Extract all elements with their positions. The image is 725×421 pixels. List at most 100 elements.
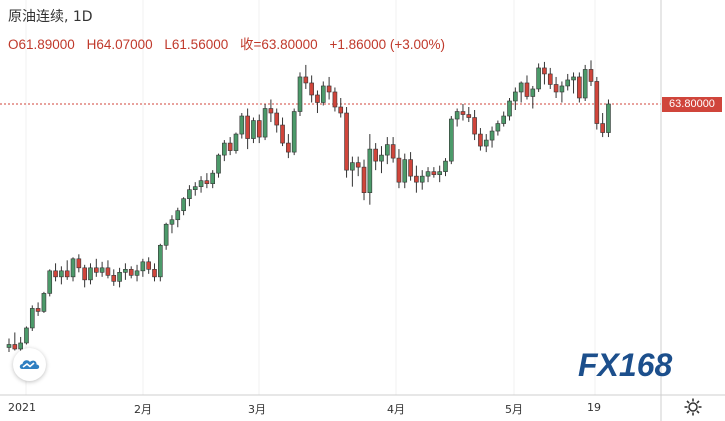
- candle: [222, 140, 227, 162]
- candle: [198, 176, 204, 193]
- candle-body-down: [152, 269, 157, 278]
- candle-body-down: [600, 123, 605, 133]
- candle-body-down: [577, 76, 582, 99]
- candle: [146, 257, 151, 274]
- candle: [35, 302, 41, 316]
- candle: [443, 158, 448, 177]
- candle-body-up: [41, 293, 47, 312]
- candle: [547, 67, 553, 89]
- candle-body-up: [565, 79, 571, 87]
- candle-body-down: [390, 144, 396, 159]
- candle-body-up: [47, 270, 53, 294]
- candle-body-up: [425, 171, 431, 177]
- candle-body-up: [489, 130, 495, 141]
- candle-body-up: [134, 270, 140, 276]
- candle-body-up: [367, 148, 373, 193]
- symbol-title[interactable]: 原油连续, 1D: [8, 9, 93, 25]
- candle-body-up: [443, 160, 448, 172]
- candle-body-up: [123, 269, 128, 273]
- candle: [338, 97, 344, 118]
- candle-body-up: [536, 67, 541, 90]
- candle: [577, 72, 582, 103]
- gear-icon[interactable]: [683, 397, 703, 417]
- high-value: H64.07000: [86, 37, 153, 52]
- candle-body-up: [495, 123, 501, 132]
- candle: [187, 185, 192, 207]
- candle: [501, 111, 507, 127]
- candle: [571, 72, 576, 94]
- candle: [408, 152, 413, 181]
- candle: [542, 61, 547, 85]
- candle: [262, 104, 268, 141]
- candle: [111, 269, 117, 286]
- candle-body-up: [24, 327, 29, 344]
- grid-lines: [25, 0, 596, 395]
- candle: [169, 215, 175, 234]
- candle: [530, 85, 536, 109]
- candle: [181, 197, 186, 216]
- candle-body-up: [518, 82, 524, 93]
- candle-body-up: [163, 223, 169, 246]
- candle: [483, 134, 489, 153]
- candle-body-up: [175, 210, 181, 221]
- candle-body-down: [53, 270, 58, 278]
- candle: [88, 263, 93, 285]
- candle: [536, 63, 541, 92]
- candle: [425, 167, 431, 183]
- candle: [163, 222, 169, 250]
- candle-body-down: [472, 117, 477, 135]
- candle: [280, 117, 285, 147]
- low-value: L61.56000: [164, 37, 229, 52]
- candle-body-up: [384, 144, 390, 156]
- candle-body-down: [408, 159, 413, 177]
- cloud-button[interactable]: [13, 348, 46, 381]
- candle-body-up: [158, 244, 163, 278]
- candle: [99, 261, 105, 277]
- candle: [6, 338, 12, 352]
- candle-body-down: [431, 171, 437, 175]
- candles: [6, 60, 611, 354]
- candle-body-up: [350, 162, 355, 171]
- candle: [105, 260, 111, 279]
- candle-body-down: [204, 180, 210, 184]
- close-value: 收=63.80000: [240, 37, 318, 52]
- candle-body-up: [483, 139, 489, 147]
- candle-body-down: [373, 148, 378, 162]
- candle-body-down: [35, 308, 41, 312]
- candle-body-down: [553, 84, 559, 93]
- candle-body-up: [262, 108, 268, 138]
- candle-body-up: [210, 172, 215, 184]
- candle: [559, 81, 565, 103]
- candle-body-down: [245, 115, 250, 139]
- x-tick-apr: 4月: [387, 403, 405, 416]
- candle: [239, 113, 245, 139]
- candle-body-down: [274, 112, 280, 126]
- change-value: +1.86000 (+3.00%): [329, 37, 446, 52]
- candle: [309, 75, 314, 103]
- candle-body-up: [571, 76, 576, 81]
- candle: [414, 165, 419, 193]
- candle: [478, 128, 483, 151]
- candle-body-up: [606, 103, 611, 133]
- candle: [396, 149, 402, 189]
- candle-body-up: [6, 344, 12, 348]
- candle: [140, 258, 146, 277]
- candle-body-down: [256, 120, 262, 138]
- candle: [297, 72, 303, 117]
- candle-body-up: [70, 258, 76, 278]
- candle: [332, 87, 338, 112]
- candle-body-up: [419, 175, 425, 183]
- candle-body-down: [227, 142, 233, 151]
- candle-body-down: [111, 275, 117, 282]
- candle: [367, 134, 373, 205]
- candle-body-down: [303, 76, 309, 84]
- candle-body-down: [466, 114, 472, 118]
- candle-body-up: [239, 115, 245, 135]
- candle: [402, 153, 408, 189]
- fx168-logo: FX168: [578, 348, 672, 380]
- candle-body-down: [105, 267, 111, 276]
- candle: [449, 116, 454, 165]
- candle: [350, 156, 355, 187]
- candle: [82, 264, 87, 288]
